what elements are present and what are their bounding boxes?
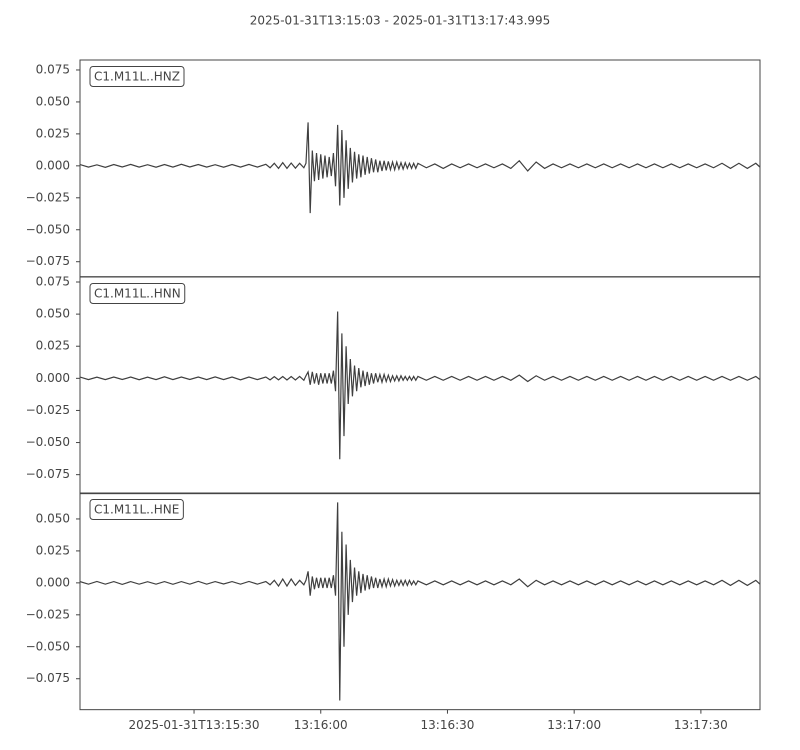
y-tick-label: −0.075: [26, 254, 70, 268]
trace-label: C1.M11L..HNZ: [94, 70, 180, 84]
y-tick-label: 0.000: [36, 575, 70, 589]
y-tick-label: 0.025: [36, 543, 70, 557]
panel-frame: [79, 276, 761, 495]
x-tick-label: 13:16:00: [294, 718, 348, 732]
waveform: [80, 311, 760, 460]
y-tick-label: 0.050: [36, 511, 70, 525]
y-tick-label: −0.025: [26, 403, 70, 417]
y-tick-label: 0.025: [36, 126, 70, 140]
y-tick-label: 0.025: [36, 339, 70, 353]
y-tick-label: 0.050: [36, 307, 70, 321]
y-tick-label: 0.050: [36, 94, 70, 108]
waveform: [80, 502, 760, 701]
x-tick-label: 13:16:30: [421, 718, 475, 732]
y-tick-label: −0.025: [26, 607, 70, 621]
y-tick-label: −0.075: [26, 467, 70, 481]
x-tick-label: 2025-01-31T13:15:30: [129, 718, 260, 732]
trace-label-box: [89, 499, 184, 520]
chart-title: 2025-01-31T13:15:03 - 2025-01-31T13:17:4…: [250, 14, 551, 28]
trace-label-box: [89, 66, 185, 87]
trace-label-box: [89, 283, 186, 304]
y-tick-label: 0.075: [36, 62, 70, 76]
y-tick-label: −0.025: [26, 190, 70, 204]
panel-frame: [79, 59, 761, 278]
panel-frame: [79, 492, 761, 711]
x-tick-label: 13:17:30: [674, 718, 728, 732]
y-tick-label: 0.075: [36, 275, 70, 289]
y-tick-label: −0.050: [26, 435, 70, 449]
trace-label: C1.M11L..HNE: [94, 503, 179, 517]
x-tick-label: 13:17:00: [547, 718, 601, 732]
y-tick-label: 0.000: [36, 371, 70, 385]
waveform: [80, 122, 760, 214]
y-tick-label: 0.000: [36, 158, 70, 172]
trace-label: C1.M11L..HNN: [94, 287, 181, 301]
y-tick-label: −0.050: [26, 222, 70, 236]
y-tick-label: −0.050: [26, 639, 70, 653]
y-tick-label: −0.075: [26, 671, 70, 685]
